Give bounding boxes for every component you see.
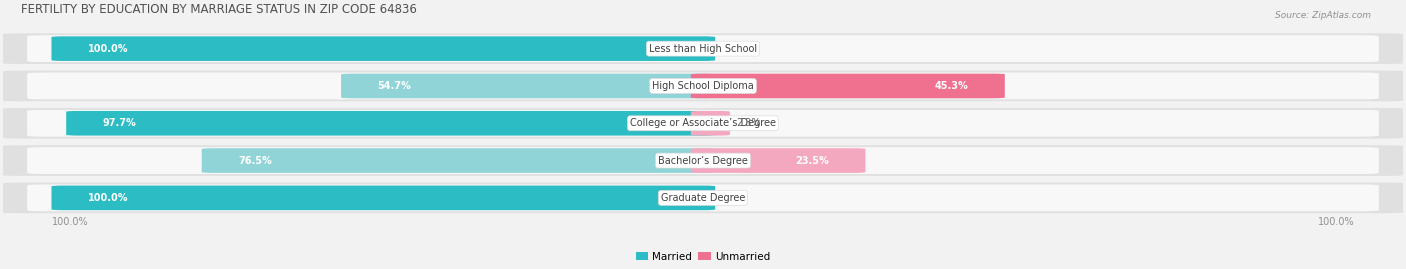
Text: 100.0%: 100.0% xyxy=(89,193,128,203)
Text: Bachelor’s Degree: Bachelor’s Degree xyxy=(658,155,748,166)
FancyBboxPatch shape xyxy=(0,33,1406,64)
Text: Less than High School: Less than High School xyxy=(650,44,756,54)
FancyBboxPatch shape xyxy=(690,148,866,173)
FancyBboxPatch shape xyxy=(0,145,1406,176)
FancyBboxPatch shape xyxy=(690,111,730,136)
Text: 23.5%: 23.5% xyxy=(796,155,830,166)
Text: 54.7%: 54.7% xyxy=(378,81,412,91)
FancyBboxPatch shape xyxy=(52,186,716,210)
Text: Graduate Degree: Graduate Degree xyxy=(661,193,745,203)
Text: 100.0%: 100.0% xyxy=(89,44,128,54)
FancyBboxPatch shape xyxy=(201,148,716,173)
Text: 100.0%: 100.0% xyxy=(52,217,89,227)
Text: 100.0%: 100.0% xyxy=(1317,217,1354,227)
FancyBboxPatch shape xyxy=(27,185,1379,211)
FancyBboxPatch shape xyxy=(52,36,716,61)
Text: 45.3%: 45.3% xyxy=(935,81,969,91)
FancyBboxPatch shape xyxy=(690,74,1005,98)
FancyBboxPatch shape xyxy=(0,108,1406,139)
FancyBboxPatch shape xyxy=(27,73,1379,99)
Legend: Married, Unmarried: Married, Unmarried xyxy=(631,247,775,266)
Text: Source: ZipAtlas.com: Source: ZipAtlas.com xyxy=(1275,11,1371,20)
FancyBboxPatch shape xyxy=(66,111,716,136)
FancyBboxPatch shape xyxy=(342,74,716,98)
Text: 76.5%: 76.5% xyxy=(238,155,271,166)
Text: 2.3%: 2.3% xyxy=(735,118,761,128)
FancyBboxPatch shape xyxy=(27,110,1379,137)
FancyBboxPatch shape xyxy=(27,35,1379,62)
Text: High School Diploma: High School Diploma xyxy=(652,81,754,91)
Text: FERTILITY BY EDUCATION BY MARRIAGE STATUS IN ZIP CODE 64836: FERTILITY BY EDUCATION BY MARRIAGE STATU… xyxy=(21,3,418,16)
Text: College or Associate’s Degree: College or Associate’s Degree xyxy=(630,118,776,128)
FancyBboxPatch shape xyxy=(0,71,1406,101)
FancyBboxPatch shape xyxy=(27,147,1379,174)
Text: 97.7%: 97.7% xyxy=(103,118,136,128)
FancyBboxPatch shape xyxy=(0,183,1406,213)
